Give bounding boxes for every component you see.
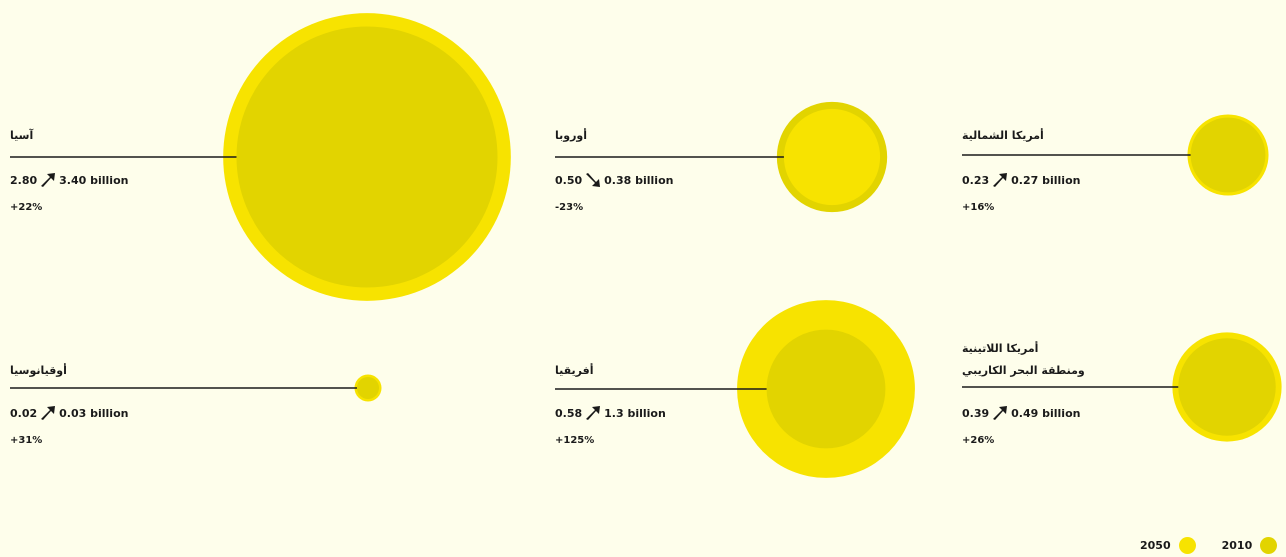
value-2010-oceania: 0.02: [10, 406, 38, 420]
value-2050-oceania: 0.03 billion: [59, 406, 129, 420]
arrow-up-icon: [41, 406, 56, 420]
change-europe: -23%: [555, 202, 584, 213]
value-2010-africa: 0.58: [555, 406, 583, 420]
change-latin-america: +26%: [962, 435, 995, 446]
region-values-latin-america: 0.39 0.49 billion: [962, 406, 1080, 420]
region-name-north-america: أمريكا الشمالية: [962, 129, 1044, 142]
region-name-europe: أوروبا: [555, 129, 588, 142]
legend-label-2050: 2050: [1140, 539, 1171, 552]
value-2010-latin-america: 0.39: [962, 406, 990, 420]
region-name-asia: آسيا: [10, 129, 34, 142]
region-name-latin-america-line2: ومنطقة البحر الكاريبي: [962, 364, 1085, 377]
change-oceania: +31%: [10, 435, 43, 446]
bubble-2010-region-2: [1190, 117, 1266, 193]
bubble-2010-region-4: [766, 329, 886, 449]
region-values-oceania: 0.02 0.03 billion: [10, 406, 128, 420]
arrow-down-icon: [586, 173, 601, 187]
bubble-2010-region-0: [236, 26, 498, 288]
region-name-africa: أفريقيا: [555, 364, 594, 377]
value-2010-north-america: 0.23: [962, 173, 990, 187]
bubble-2010-region-3: [356, 376, 380, 400]
legend-label-2010: 2010: [1221, 539, 1253, 552]
value-2050-north-america: 0.27 billion: [1011, 173, 1081, 187]
value-2010-europe: 0.50: [555, 173, 583, 187]
legend-dot-2050: [1178, 537, 1196, 554]
region-values-asia: 2.80 3.40 billion: [10, 173, 128, 187]
region-values-africa: 0.58 1.3 billion: [555, 406, 666, 420]
arrow-up-icon: [586, 406, 601, 420]
value-2050-africa: 1.3 billion: [604, 406, 666, 420]
arrow-up-icon: [993, 173, 1008, 187]
arrow-up-icon: [41, 173, 56, 187]
change-north-america: +16%: [962, 202, 995, 213]
legend-dot-2010: [1260, 537, 1278, 554]
region-name-oceania: أوقيانوسيا: [10, 364, 67, 377]
value-2050-latin-america: 0.49 billion: [1011, 406, 1081, 420]
arrow-up-icon: [993, 406, 1008, 420]
bubble-2050-region-1: [783, 108, 881, 206]
value-2050-asia: 3.40 billion: [59, 173, 129, 187]
legend: 2050 2010: [1140, 537, 1278, 554]
value-2010-asia: 2.80: [10, 173, 38, 187]
region-values-north-america: 0.23 0.27 billion: [962, 173, 1080, 187]
region-values-europe: 0.50 0.38 billion: [555, 173, 673, 187]
change-asia: +22%: [10, 202, 43, 213]
change-africa: +125%: [555, 435, 595, 446]
bubble-2010-region-5: [1178, 338, 1276, 436]
value-2050-europe: 0.38 billion: [604, 173, 674, 187]
region-name-latin-america-line1: أمريكا اللاتينية: [962, 342, 1039, 355]
